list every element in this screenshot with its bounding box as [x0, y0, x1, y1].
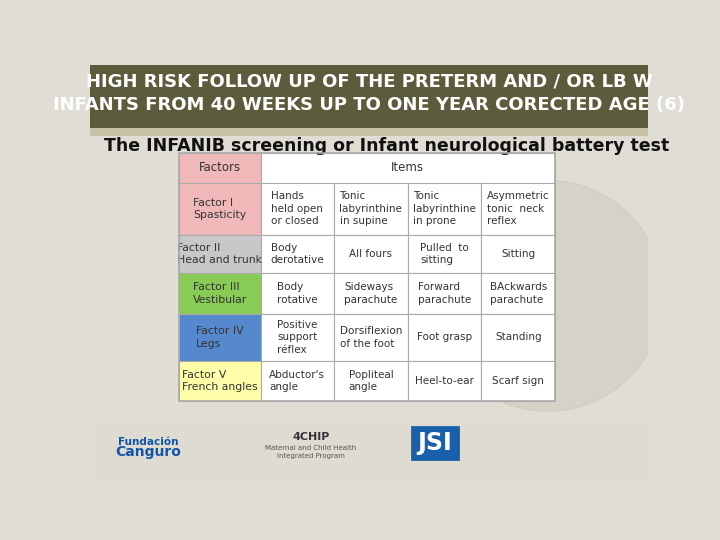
Text: Factor IV
Legs: Factor IV Legs	[196, 326, 243, 349]
Bar	[408, 361, 482, 401]
Bar	[90, 65, 648, 128]
Text: Factor I
Spasticity: Factor I Spasticity	[193, 198, 246, 220]
Bar	[334, 273, 408, 314]
Text: BAckwards
parachute: BAckwards parachute	[490, 282, 546, 305]
Bar	[90, 419, 648, 481]
Text: Pulled  to
sitting: Pulled to sitting	[420, 243, 469, 266]
Text: JSI: JSI	[418, 431, 452, 455]
Bar	[179, 153, 555, 401]
Bar	[408, 235, 482, 273]
Text: 4CHIP: 4CHIP	[292, 433, 330, 442]
Bar	[179, 273, 261, 314]
Bar	[482, 273, 555, 314]
Text: Standing: Standing	[495, 333, 541, 342]
Bar	[334, 361, 408, 401]
Bar	[179, 314, 261, 361]
Circle shape	[431, 180, 664, 411]
Text: Maternal and Child Health: Maternal and Child Health	[265, 446, 356, 451]
Text: Fundación: Fundación	[118, 437, 179, 447]
Bar	[408, 273, 482, 314]
Bar	[482, 314, 555, 361]
Bar	[334, 314, 408, 361]
Bar	[261, 273, 334, 314]
Text: Canguro: Canguro	[115, 445, 181, 459]
Text: Body
derotative: Body derotative	[271, 243, 324, 266]
Text: Foot grasp: Foot grasp	[417, 333, 472, 342]
Text: Items: Items	[391, 161, 424, 174]
Text: Heel-to-ear: Heel-to-ear	[415, 376, 474, 386]
Text: Factor III
Vestibular: Factor III Vestibular	[193, 282, 247, 305]
Bar	[408, 314, 482, 361]
Text: Body
rotative: Body rotative	[277, 282, 318, 305]
Bar	[261, 361, 334, 401]
Text: HIGH RISK FOLLOW UP OF THE PRETERM AND / OR LB W: HIGH RISK FOLLOW UP OF THE PRETERM AND /…	[86, 73, 652, 91]
Text: Positive
support
réflex: Positive support réflex	[277, 320, 318, 355]
Text: Scarf sign: Scarf sign	[492, 376, 544, 386]
Bar	[334, 235, 408, 273]
Bar	[90, 128, 648, 136]
Bar	[261, 153, 555, 183]
Bar	[412, 427, 458, 459]
Text: INFANTS FROM 40 WEEKS UP TO ONE YEAR CORECTED AGE (6): INFANTS FROM 40 WEEKS UP TO ONE YEAR COR…	[53, 96, 685, 114]
Text: Factor V
French angles: Factor V French angles	[182, 370, 258, 393]
Bar	[261, 183, 334, 235]
Text: Hands
held open
or closed: Hands held open or closed	[271, 191, 323, 226]
Text: Abductor's
angle: Abductor's angle	[269, 370, 325, 393]
Text: Sitting: Sitting	[501, 249, 535, 259]
Text: Tonic
labyrinthine
in prone: Tonic labyrinthine in prone	[413, 191, 476, 226]
Bar	[179, 183, 261, 235]
Text: Integrated Program: Integrated Program	[277, 453, 345, 459]
Bar	[261, 314, 334, 361]
Text: Forward
parachute: Forward parachute	[418, 282, 471, 305]
Bar	[179, 153, 261, 183]
Text: Factors: Factors	[199, 161, 241, 174]
Text: Popliteal
angle: Popliteal angle	[348, 370, 393, 393]
Text: Sideways
parachute: Sideways parachute	[344, 282, 397, 305]
Text: Asymmetric
tonic  neck
reflex: Asymmetric tonic neck reflex	[487, 191, 549, 226]
Bar	[408, 183, 482, 235]
Text: Tonic
labyrinthine
in supine: Tonic labyrinthine in supine	[340, 191, 402, 226]
Text: Factor II
Head and trunk: Factor II Head and trunk	[177, 243, 262, 266]
Bar	[179, 361, 261, 401]
Bar	[482, 183, 555, 235]
Bar	[261, 235, 334, 273]
Text: Dorsiflexion
of the foot: Dorsiflexion of the foot	[340, 326, 402, 349]
Text: All fours: All fours	[349, 249, 392, 259]
Bar	[482, 361, 555, 401]
Text: The INFANIB screening or Infant neurological battery test: The INFANIB screening or Infant neurolog…	[104, 137, 669, 154]
Bar	[179, 235, 261, 273]
Bar	[334, 183, 408, 235]
Bar	[482, 235, 555, 273]
